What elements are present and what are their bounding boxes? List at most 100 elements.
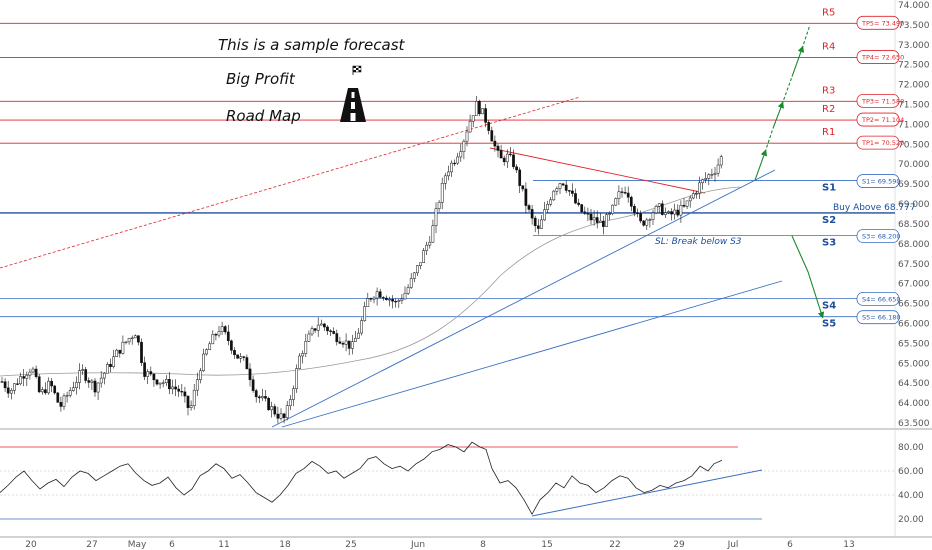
candle-body — [347, 340, 351, 349]
forecast-up-segment — [772, 101, 784, 129]
checkered-flag-icon — [352, 65, 362, 75]
candle-body — [285, 405, 289, 418]
candle-body — [524, 188, 528, 206]
trend-upper-blue — [271, 169, 776, 428]
candle-body — [527, 205, 531, 210]
candle-body — [40, 389, 44, 393]
target-value: TP2= 71.104 — [861, 116, 904, 124]
candle-body — [9, 390, 13, 394]
candle-body — [115, 349, 119, 358]
candle-body — [679, 205, 683, 216]
candle-body — [704, 178, 708, 180]
support-box — [856, 229, 900, 243]
candle-body — [701, 179, 704, 184]
candle-body — [509, 153, 512, 156]
time-axis: 20 27 May 6 11 18 25 Jun 8 15 22 29 Jul 6 13 — [25, 540, 854, 550]
candle-body — [143, 362, 146, 377]
candle-body — [248, 368, 252, 380]
candle-body — [651, 212, 655, 220]
support-label: S4 — [822, 300, 836, 311]
candle-body — [698, 182, 701, 194]
resistance-label: R3 — [822, 85, 835, 96]
candle-body — [685, 200, 689, 207]
candle-body — [313, 328, 317, 331]
candle-body — [298, 355, 301, 369]
candle-body — [530, 209, 534, 219]
time-tick-label: 6 — [787, 540, 793, 550]
resistance-label: R2 — [822, 104, 835, 115]
forecast-up-segment — [781, 76, 793, 105]
candle-body — [112, 356, 115, 367]
candle-body — [536, 225, 540, 229]
price-tick-label: 69.500 — [898, 180, 930, 190]
candle-body — [512, 154, 515, 168]
candle-body — [540, 219, 543, 229]
candle-body — [440, 183, 444, 203]
candle-body — [552, 190, 556, 201]
candle-body — [710, 174, 714, 176]
candle-body — [419, 262, 422, 266]
candle-body — [648, 219, 652, 221]
candle-body — [592, 217, 596, 221]
candle-body — [332, 331, 336, 334]
candle-body — [65, 395, 69, 397]
price-tick-label: 67.500 — [898, 260, 930, 270]
candle-body — [471, 115, 475, 122]
support-label: S5 — [822, 319, 836, 330]
candle-body — [688, 197, 692, 202]
candle-body — [515, 166, 518, 171]
candle-body — [574, 193, 577, 204]
rsi-tick-label: 60.00 — [898, 467, 924, 477]
candle-body — [335, 333, 339, 343]
candle-body — [53, 385, 57, 394]
candle-body — [664, 212, 667, 215]
candle-body — [496, 145, 500, 151]
candle-body — [133, 335, 137, 339]
trend-dashed-red — [0, 96, 581, 269]
candle-body — [490, 130, 494, 142]
time-tick-label: 25 — [345, 540, 356, 550]
target-value: TP1= 70.520 — [861, 139, 904, 147]
candle-body — [329, 330, 332, 332]
candle-body — [208, 343, 212, 350]
candle-body — [267, 398, 270, 411]
candle-body — [629, 196, 633, 207]
target-box — [856, 93, 900, 108]
candle-body — [59, 402, 63, 407]
candle-body — [394, 301, 398, 303]
support-value: S3= 68.200 — [862, 232, 901, 240]
candle-body — [50, 380, 53, 387]
price-tick-label: 65.500 — [898, 339, 930, 349]
candle-body — [462, 140, 466, 152]
candle-body — [13, 383, 16, 391]
moving-average — [0, 186, 741, 377]
time-tick-label: 13 — [843, 540, 854, 550]
candle-body — [546, 204, 549, 210]
candle-body — [580, 204, 584, 213]
candle-body — [363, 306, 367, 321]
candle-body — [673, 209, 677, 215]
candle-body — [385, 297, 388, 301]
time-tick-label: 27 — [86, 540, 97, 550]
resistance-label: R5 — [822, 7, 835, 18]
candle-body — [598, 220, 602, 223]
support-box — [856, 291, 900, 306]
candle-body — [670, 211, 673, 215]
candle-body — [257, 396, 261, 399]
candle-body — [443, 175, 447, 184]
time-tick-label: 29 — [673, 540, 685, 550]
candle-body — [465, 131, 469, 142]
candle-body — [28, 371, 32, 376]
resistance-label: R4 — [822, 42, 835, 53]
candle-body — [78, 370, 81, 383]
support-value: S4= 66.650 — [862, 295, 901, 303]
target-box — [856, 112, 900, 127]
level-lines: R5 TP5= 73.490 R4 TP4= 72.650 R3 TP3= 71.580 R… — [0, 7, 904, 520]
candle-body — [239, 356, 243, 359]
candle-body — [62, 395, 66, 407]
candle-body — [608, 213, 611, 215]
time-tick-label: May — [128, 540, 147, 550]
candle-body — [130, 337, 134, 339]
candle-body — [242, 356, 246, 358]
